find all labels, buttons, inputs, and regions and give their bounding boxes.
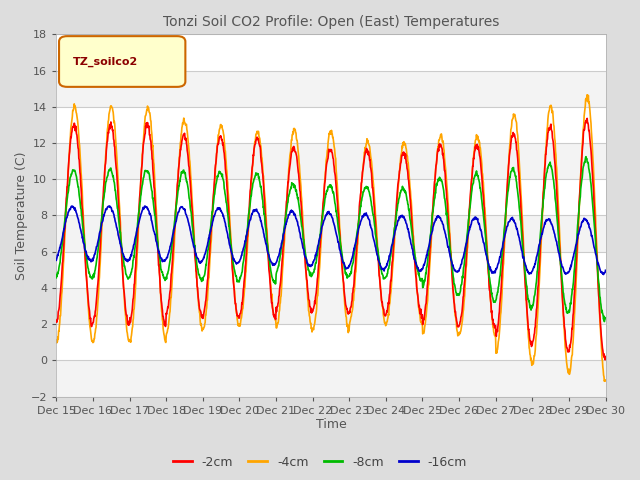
Bar xyxy=(56,288,605,324)
Title: Tonzi Soil CO2 Profile: Open (East) Temperatures: Tonzi Soil CO2 Profile: Open (East) Temp… xyxy=(163,15,499,29)
Bar xyxy=(56,71,605,107)
X-axis label: Time: Time xyxy=(316,419,346,432)
FancyBboxPatch shape xyxy=(59,36,186,87)
Bar xyxy=(56,216,605,252)
Y-axis label: Soil Temperature (C): Soil Temperature (C) xyxy=(15,151,28,280)
Text: TZ_soilco2: TZ_soilco2 xyxy=(73,56,138,67)
Bar xyxy=(56,360,605,396)
Bar xyxy=(56,143,605,179)
Legend: -2cm, -4cm, -8cm, -16cm: -2cm, -4cm, -8cm, -16cm xyxy=(168,451,472,474)
